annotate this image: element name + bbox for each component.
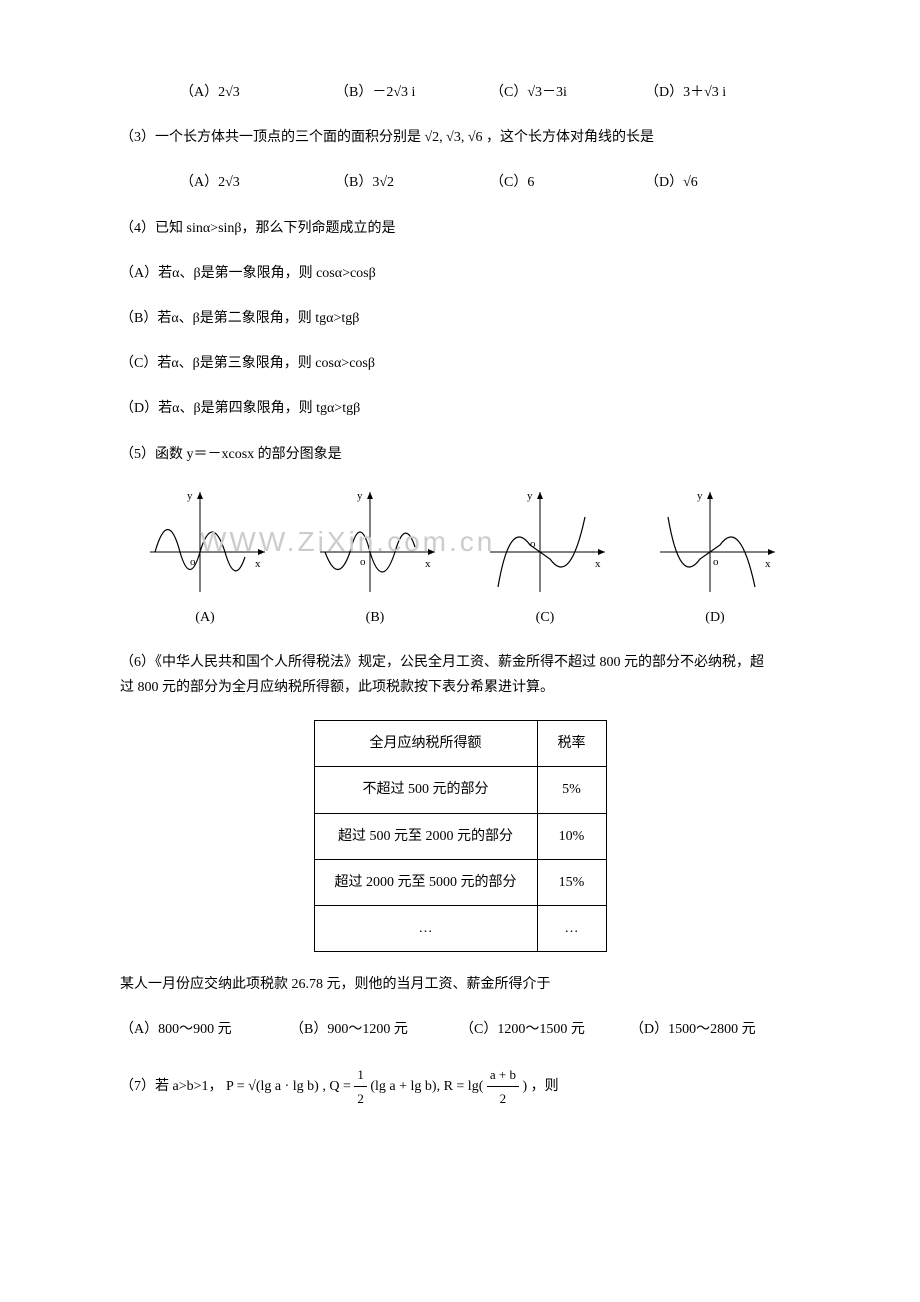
q4-optB: （B）若α、β是第二象限角，则 tgα>tgβ	[120, 306, 800, 331]
axis-o: o	[530, 538, 536, 550]
table-row: … …	[314, 906, 606, 952]
axis-o: o	[713, 556, 719, 568]
q3-choice-C: （C）6	[490, 170, 645, 195]
axis-x: x	[425, 558, 431, 570]
tax-header-1: 全月应纳税所得额	[314, 721, 537, 767]
q6-choice-C: （C）1200～1500 元	[460, 1017, 630, 1042]
axis-y: y	[697, 490, 703, 502]
axis-y: y	[527, 490, 533, 502]
q3-choice-B: （B）3√2	[335, 170, 490, 195]
q5-graphs: o x y (A) o x y (B)	[120, 487, 800, 630]
q7-line: （7）若 a>b>1， P = √(lg a · lg b) , Q = 1 2…	[120, 1063, 800, 1111]
axis-x: x	[765, 558, 771, 570]
table-row: 超过 500 元至 2000 元的部分 10%	[314, 813, 606, 859]
q7-formula-p: P = √(lg a · lg b)	[226, 1079, 319, 1094]
axis-x: x	[255, 558, 261, 570]
graph-C: o x y (C)	[480, 487, 610, 630]
q2-choices: （A）2√3 （B）－2√3 i （C）√3－3i （D）3＋√3 i	[120, 80, 800, 105]
q7-prefix: （7）若 a>b>1，	[120, 1079, 223, 1094]
q3-choice-A: （A）2√3	[180, 170, 335, 195]
q7-formula-q: , Q =	[322, 1079, 354, 1094]
q3-choice-D: （D）√6	[645, 170, 800, 195]
graph-label-D: (D)	[650, 605, 780, 630]
q6-stem: （6）《中华人民共和国个人所得税法》规定，公民全月工资、薪金所得不超过 800 …	[120, 650, 800, 700]
table-row: 超过 2000 元至 5000 元的部分 15%	[314, 859, 606, 905]
q3-stem: （3）一个长方体共一顶点的三个面的面积分别是 √2, √3, √6 ，这个长方体…	[120, 125, 800, 150]
graph-A: o x y (A)	[140, 487, 270, 630]
axis-o: o	[190, 556, 196, 568]
graph-label-C: (C)	[480, 605, 610, 630]
graph-B: o x y (B)	[310, 487, 440, 630]
graph-label-B: (B)	[310, 605, 440, 630]
q7-formula-end: )	[522, 1079, 527, 1094]
table-row: 不超过 500 元的部分 5%	[314, 767, 606, 813]
q6-choices: （A）800～900 元 （B）900～1200 元 （C）1200～1500 …	[120, 1017, 800, 1042]
axis-o: o	[360, 556, 366, 568]
q7-formula-q2: (lg a + lg b), R = lg(	[370, 1079, 483, 1094]
graph-D: o x y (D)	[650, 487, 780, 630]
q6-tail: 某人一月份应交纳此项税款 26.78 元，则他的当月工资、薪金所得介于	[120, 972, 800, 997]
q2-choice-D: （D）3＋√3 i	[645, 80, 800, 105]
q5-stem: （5）函数 y＝－xcosx 的部分图象是	[120, 442, 800, 467]
q4-stem: （4）已知 sinα>sinβ，那么下列命题成立的是	[120, 216, 800, 241]
axis-y: y	[357, 490, 363, 502]
q4-optD: （D）若α、β是第四象限角，则 tgα>tgβ	[120, 396, 800, 421]
q7-suffix: ，则	[531, 1079, 559, 1094]
q6-choice-B: （B）900～1200 元	[290, 1017, 460, 1042]
axis-y: y	[187, 490, 193, 502]
q7-frac-ab: a + b 2	[487, 1063, 519, 1111]
q3-choices: （A）2√3 （B）3√2 （C）6 （D）√6	[120, 170, 800, 195]
q4-optA: （A）若α、β是第一象限角，则 cosα>cosβ	[120, 261, 800, 286]
q6-choice-D: （D）1500～2800 元	[630, 1017, 800, 1042]
axis-x: x	[595, 558, 601, 570]
tax-table: 全月应纳税所得额 税率 不超过 500 元的部分 5% 超过 500 元至 20…	[314, 720, 607, 952]
q2-choice-C: （C）√3－3i	[490, 80, 645, 105]
q6-choice-A: （A）800～900 元	[120, 1017, 290, 1042]
q4-optC: （C）若α、β是第三象限角，则 cosα>cosβ	[120, 351, 800, 376]
q2-choice-B: （B）－2√3 i	[335, 80, 490, 105]
q2-choice-A: （A）2√3	[180, 80, 335, 105]
q7-frac-half: 1 2	[354, 1063, 367, 1111]
graph-label-A: (A)	[140, 605, 270, 630]
tax-header-2: 税率	[537, 721, 606, 767]
